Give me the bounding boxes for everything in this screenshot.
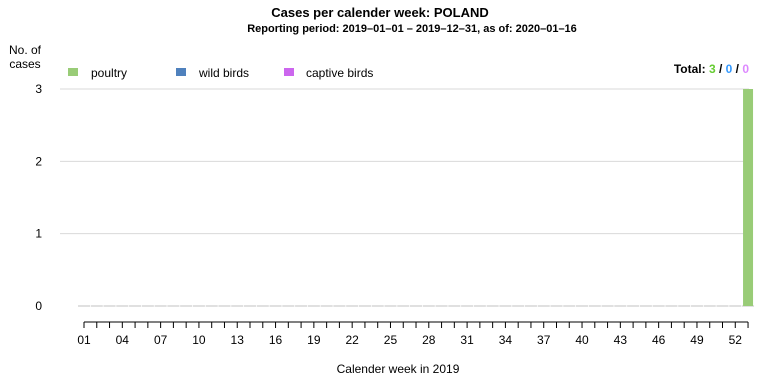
gridlines <box>60 88 749 235</box>
x-tick-label: 16 <box>269 333 283 347</box>
y-tick-label: 1 <box>35 227 42 241</box>
total-separator-2: / <box>736 62 740 76</box>
x-tick-label: 22 <box>345 333 359 347</box>
x-tick-label: 10 <box>192 333 206 347</box>
y-axis-label-line1: No. of <box>9 43 42 57</box>
legend-swatch-captive-birds <box>284 68 294 76</box>
x-tick-label: 34 <box>499 333 513 347</box>
y-axis-ticks: 0 1 2 3 <box>35 82 42 313</box>
x-tick-label: 43 <box>614 333 628 347</box>
totals-display: Total: 3 / 0 / 0 <box>674 62 749 76</box>
legend-label-captive-birds: captive birds <box>306 66 373 80</box>
chart-subtitle: Reporting period: 2019–01–01 – 2019–12–3… <box>247 23 577 35</box>
bar-poultry <box>743 89 754 306</box>
legend-label-wild-birds: wild birds <box>198 66 249 80</box>
chart-title: Cases per calender week: POLAND <box>271 5 488 20</box>
y-tick-label: 2 <box>35 154 42 168</box>
legend-swatch-poultry <box>68 68 78 76</box>
bars <box>78 89 755 307</box>
y-tick-label: 0 <box>35 299 42 313</box>
total-captive-birds: 0 <box>739 62 749 76</box>
x-tick-label: 28 <box>422 333 436 347</box>
legend: poultry wild birds captive birds <box>68 66 373 80</box>
x-tick-label: 19 <box>307 333 321 347</box>
x-tick-label: 25 <box>384 333 398 347</box>
legend-swatch-wild-birds <box>176 68 186 76</box>
x-tick-label: 37 <box>537 333 551 347</box>
total-separator-1: / <box>719 62 723 76</box>
total-label: Total: <box>674 62 706 76</box>
x-tick-label: 49 <box>690 333 704 347</box>
y-tick-label: 3 <box>35 82 42 96</box>
x-tick-label: 40 <box>575 333 589 347</box>
x-tick-label: 04 <box>116 333 130 347</box>
x-tick-label: 01 <box>77 333 91 347</box>
x-tick-label: 52 <box>729 333 743 347</box>
x-tick-label: 13 <box>231 333 245 347</box>
legend-label-poultry: poultry <box>91 66 127 80</box>
x-tick-label: 07 <box>154 333 168 347</box>
y-axis-label-line2: cases <box>9 57 40 71</box>
total-poultry: 3 <box>706 62 719 76</box>
x-axis-label: Calender week in 2019 <box>337 362 460 376</box>
x-tick-label: 31 <box>460 333 474 347</box>
x-tick-label: 46 <box>652 333 666 347</box>
x-axis: 01 04 07 10 13 16 19 22 25 28 31 34 37 40 43 46 49 52 <box>77 321 749 347</box>
total-wild-birds: 0 <box>722 62 735 76</box>
